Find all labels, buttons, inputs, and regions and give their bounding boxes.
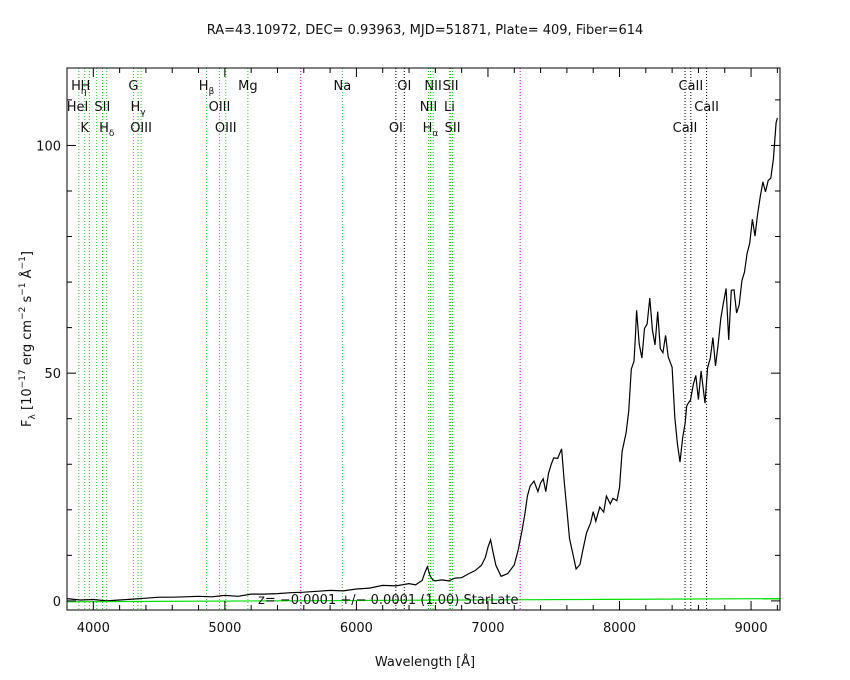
line-label-mg: Mg: [238, 79, 257, 94]
x-tick-label: 9000: [735, 621, 768, 636]
y-tick-label: 0: [53, 595, 61, 610]
line-label-caii: CaII: [678, 79, 703, 94]
line-label-na: Na: [333, 79, 351, 94]
line-label-nii: NII: [420, 100, 437, 115]
data-series: [66, 117, 781, 603]
line-label-oiii: OIII: [215, 121, 237, 136]
y-axis-label: Fλ [10−17 erg cm−2 s−1 Å−1]: [18, 251, 38, 427]
line-label-oi: OI: [389, 121, 403, 136]
line-label-li: Li: [444, 100, 455, 115]
x-tick-label: 7000: [471, 621, 504, 636]
y-axis-ticks: 0 50 100: [36, 99, 780, 610]
chart-title: RA=43.10972, DEC= 0.93963, MJD=51871, Pl…: [207, 23, 644, 38]
line-label-h: Hα: [423, 121, 439, 139]
line-label-h: H: [81, 79, 91, 94]
line-label-sii: SII: [94, 100, 110, 115]
line-label-h: Hβ: [199, 79, 215, 97]
line-label-sii: SII: [445, 121, 461, 136]
x-tick-label: 8000: [603, 621, 636, 636]
series-spectrum: [66, 117, 778, 602]
emission-line-markers: [78, 68, 708, 610]
series-error: [66, 597, 781, 603]
line-label-g: G: [128, 79, 138, 94]
line-label-hei: HeI: [67, 100, 89, 115]
line-label-sii: SII: [443, 79, 459, 94]
line-label-caii: CaII: [694, 100, 719, 115]
line-label-oiii: OIII: [130, 121, 152, 136]
line-label-h: Hη: [71, 79, 87, 97]
line-label-oiii: OIII: [209, 100, 231, 115]
line-label-oi: OI: [397, 79, 411, 94]
x-axis-label: Wavelength [Å]: [375, 654, 475, 670]
line-label-caii: CaII: [673, 121, 698, 136]
x-tick-label: 4000: [77, 621, 110, 636]
line-label-k: K: [80, 121, 89, 136]
y-tick-label: 50: [44, 367, 61, 382]
redshift-annotation: z= −0.0001 +/− 0.0001 (1.00) StarLate: [258, 593, 518, 608]
x-tick-label: 6000: [340, 621, 373, 636]
line-label-nii: NII: [424, 79, 441, 94]
line-label-h: Hγ: [130, 100, 146, 118]
y-tick-label: 100: [36, 139, 61, 154]
x-axis-ticks: 4000 5000 6000 7000 8000 9000: [77, 68, 778, 636]
line-label-h: Hδ: [99, 121, 115, 139]
plot-frame: [66, 67, 781, 611]
x-tick-label: 5000: [208, 621, 241, 636]
